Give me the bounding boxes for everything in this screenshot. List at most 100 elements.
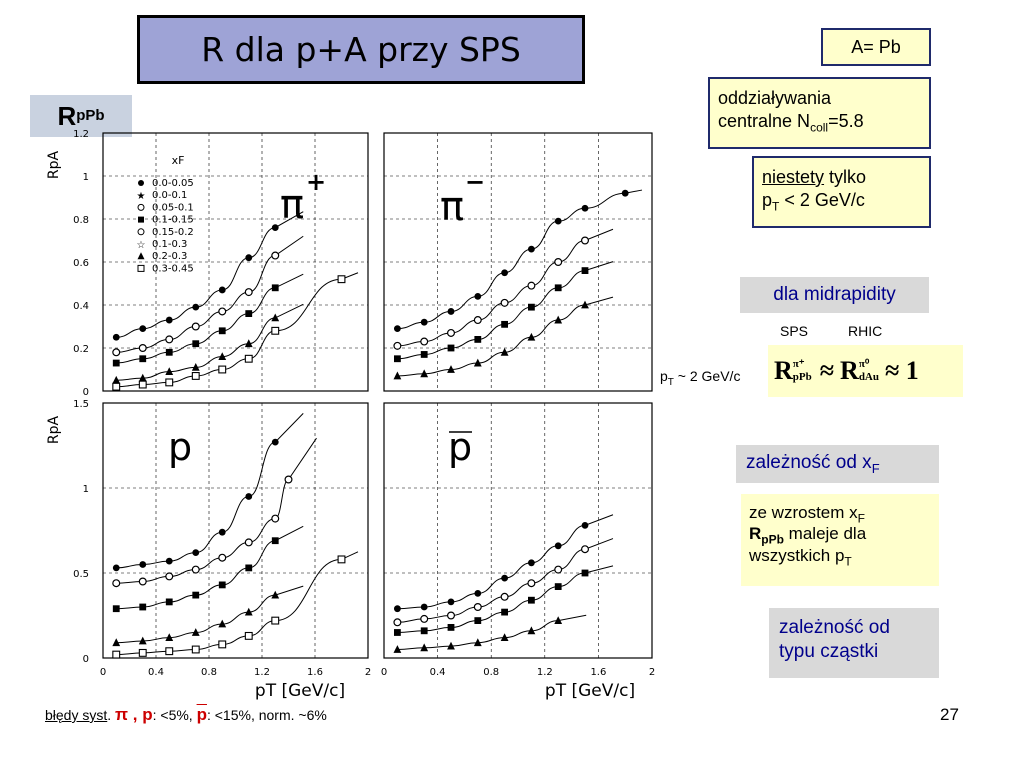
data-point xyxy=(554,258,563,267)
data-point xyxy=(192,591,200,599)
x-tick-label: 1.2 xyxy=(254,667,270,678)
data-point xyxy=(165,378,174,387)
data-point xyxy=(112,348,121,357)
y-tick-label: 1 xyxy=(83,172,89,183)
x-tick-label: 1.6 xyxy=(307,667,323,678)
data-point xyxy=(500,298,509,307)
x-tick-label: 0 xyxy=(100,667,106,678)
data-point xyxy=(447,328,456,337)
data-point xyxy=(554,284,562,292)
y-tick-label: 0 xyxy=(83,654,89,665)
y-tick-label: 1 xyxy=(83,484,89,495)
y-tick-label: 0 xyxy=(83,387,89,398)
data-point xyxy=(420,318,428,326)
data-point xyxy=(165,598,173,606)
data-point xyxy=(447,641,455,650)
y-tick-label: 0.6 xyxy=(73,258,89,269)
particle-type-label: zależność od typu cząstki xyxy=(769,608,939,678)
data-point xyxy=(192,340,200,348)
y-tick-label: 1.5 xyxy=(73,399,89,410)
data-point xyxy=(139,325,147,333)
page-number: 27 xyxy=(940,705,959,724)
y-tick-label: 0.4 xyxy=(73,301,89,312)
unfortunately-box: niestety tylko pT < 2 GeV/c xyxy=(752,156,931,228)
data-point xyxy=(473,358,482,367)
legend-marker xyxy=(137,203,145,211)
data-point xyxy=(581,267,589,274)
data-point xyxy=(165,572,174,581)
data-point xyxy=(271,326,280,335)
data-point xyxy=(165,316,173,324)
data-point xyxy=(218,553,227,562)
data-point xyxy=(474,617,482,624)
y-tick-label: 0.2 xyxy=(73,344,89,355)
data-point xyxy=(284,475,293,484)
data-point xyxy=(271,438,279,446)
legend-entry: 0.05-0.1 xyxy=(152,202,194,213)
fit-curve xyxy=(116,272,359,388)
central-line1: oddziaływania xyxy=(718,88,832,108)
data-point xyxy=(139,355,147,363)
data-point xyxy=(420,337,429,346)
data-point xyxy=(500,633,509,641)
data-point xyxy=(527,579,536,588)
data-point xyxy=(138,373,147,382)
data-point xyxy=(245,254,253,262)
legend-entry: 0.1-0.15 xyxy=(152,215,194,226)
data-point xyxy=(112,564,120,572)
data-point xyxy=(191,645,200,654)
data-point xyxy=(420,614,429,623)
legend-marker xyxy=(137,264,145,272)
data-point xyxy=(394,605,401,613)
data-point xyxy=(393,371,402,380)
data-point xyxy=(554,542,562,550)
data-point xyxy=(218,640,227,649)
x-tick-label: 0.4 xyxy=(430,667,446,678)
panel-symbol-p: p xyxy=(168,425,192,469)
data-point xyxy=(394,355,401,363)
data-point xyxy=(500,347,509,356)
xf-note: ze wzrostem xF RpPb maleje dla wszystkic… xyxy=(741,494,939,586)
data-point xyxy=(474,590,482,597)
central-line2: centralne Ncoll=5.8 xyxy=(718,110,864,135)
data-point xyxy=(244,538,253,547)
data-point xyxy=(271,616,280,625)
data-point xyxy=(244,607,253,616)
data-point xyxy=(244,339,253,348)
data-point xyxy=(474,293,482,300)
data-point xyxy=(218,352,227,360)
data-point xyxy=(138,577,147,586)
data-point xyxy=(420,603,428,611)
y-axis-label-top: RpA xyxy=(46,150,62,179)
data-point xyxy=(271,224,279,232)
x-tick-label: 1.6 xyxy=(590,667,606,678)
data-point xyxy=(394,629,401,636)
data-point xyxy=(138,344,147,353)
data-point xyxy=(501,320,508,328)
unfortunately-line1: niestety tylko xyxy=(762,167,867,187)
data-point xyxy=(165,647,174,656)
data-point xyxy=(244,354,253,363)
data-point xyxy=(192,549,200,556)
y-tick-label: 0.8 xyxy=(73,215,89,226)
data-point xyxy=(528,559,535,567)
legend-marker: ★ xyxy=(137,191,146,202)
data-point xyxy=(271,514,280,523)
data-point xyxy=(112,375,121,384)
fit-curve xyxy=(116,551,359,656)
data-point xyxy=(244,631,253,640)
xf-dependence-label: zależność od xF xyxy=(736,445,939,483)
data-point xyxy=(581,204,589,212)
y-tick-label: 0.5 xyxy=(73,569,89,580)
x-tick-label: 0.8 xyxy=(201,667,217,678)
data-point xyxy=(245,564,253,572)
data-point xyxy=(139,603,147,611)
data-point xyxy=(447,624,455,631)
data-point xyxy=(554,583,562,590)
data-point xyxy=(447,611,456,620)
rpa-chart: 00.20.40.60.811.200.511.50 0.4 0.8 1.2 1.6 2 0… xyxy=(46,129,655,701)
unfortunately-line2: pT < 2 GeV/c xyxy=(762,189,865,214)
data-point xyxy=(165,557,173,565)
